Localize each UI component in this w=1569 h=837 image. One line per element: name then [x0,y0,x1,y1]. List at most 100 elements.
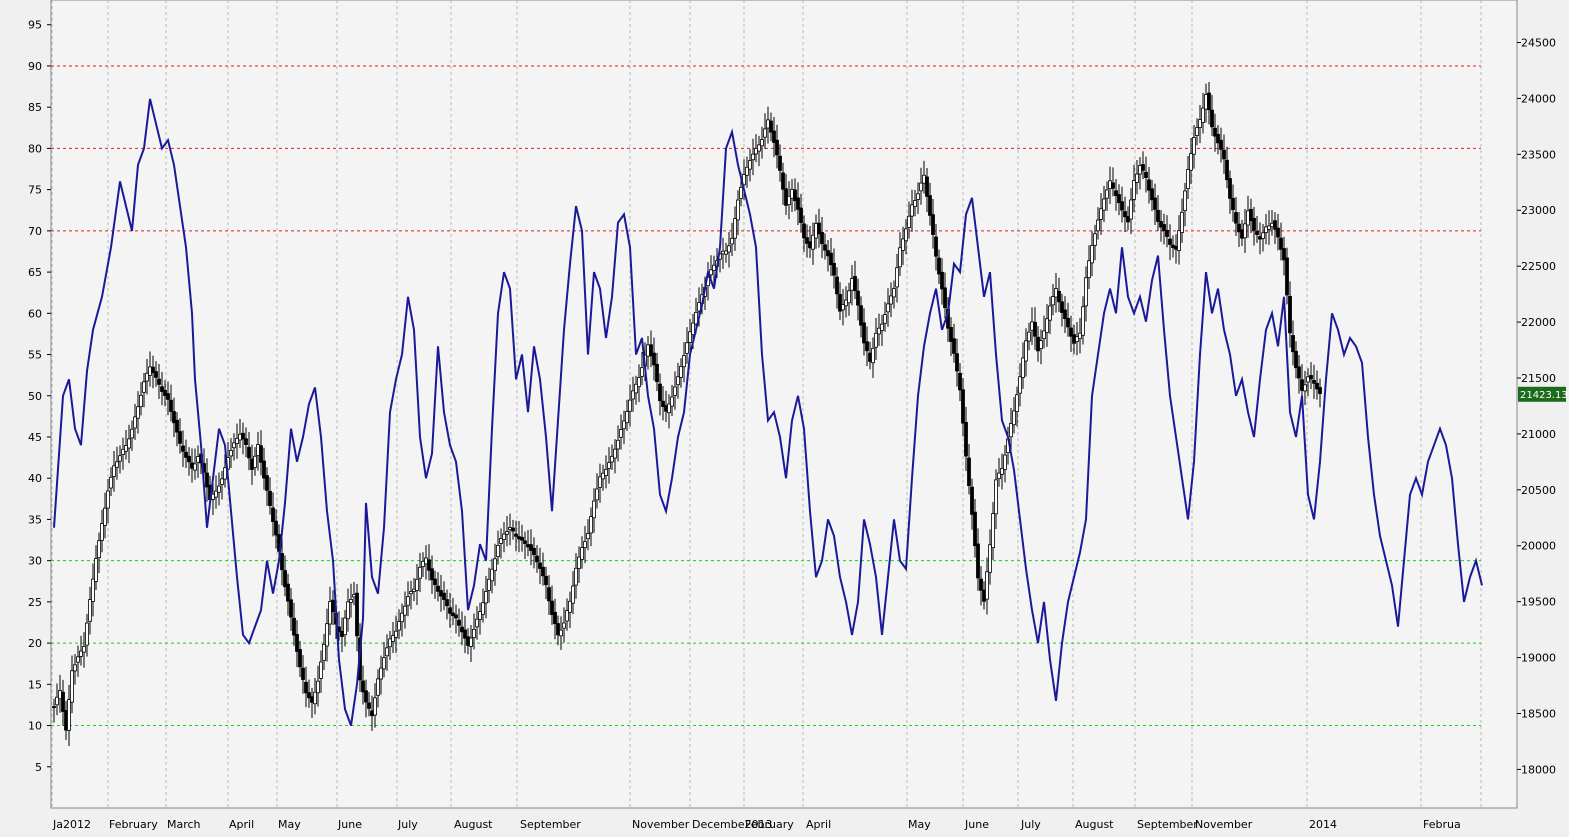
price-candle [73,664,77,672]
price-candle [898,247,902,268]
price-candle [1021,357,1025,378]
price-candle [763,128,767,138]
price-candle [331,599,335,613]
price-candle [301,667,305,680]
price-candle [673,386,677,396]
right-tick-label: 23000 [1521,204,1556,217]
price-candle [1030,321,1034,331]
price-candle [1141,164,1145,171]
price-candle [751,153,755,161]
price-candle [130,428,134,439]
price-candle [985,571,989,600]
left-tick-label: 65 [28,266,42,279]
price-candle [1075,336,1079,343]
price-candle [259,445,263,463]
price-candle [508,527,512,531]
price-candle [1288,295,1292,334]
price-candle [973,511,977,547]
price-candle [427,559,431,571]
price-candle [1279,237,1283,250]
price-candle [88,599,92,622]
price-candle [379,667,383,680]
price-candle [82,646,86,653]
price-candle [574,567,578,586]
price-candle [739,186,743,199]
price-candle [1162,224,1166,232]
price-candle [499,537,503,544]
price-candle [652,352,656,366]
price-candle [1039,340,1043,350]
right-tick-label: 18000 [1521,763,1556,776]
price-candle [547,587,551,602]
left-tick-label: 10 [28,720,42,733]
price-candle [1267,225,1271,230]
price-candle [76,656,80,663]
price-candle [1240,229,1244,239]
price-candle [883,314,887,324]
x-tick-label: August [454,818,493,831]
price-candle [1234,212,1238,224]
price-candle [205,472,209,488]
right-tick-label: 20500 [1521,484,1556,497]
price-candle [1201,107,1205,123]
price-candle [433,578,437,586]
price-candle [256,444,260,456]
price-candle [598,476,602,488]
left-tick-label: 85 [28,101,42,114]
price-candle [760,139,764,147]
price-candle [232,442,236,449]
price-candle [1246,210,1250,226]
price-candle [967,457,971,486]
price-candle [961,389,965,424]
price-candle [103,507,107,526]
right-axis: 18000 18500 19000 19500 20000 20500 21000 21500… [1517,36,1556,776]
price-candle [253,455,257,468]
price-candle [622,420,626,430]
price-candle [1189,153,1193,171]
price-candle [181,445,185,452]
price-candle [826,250,830,257]
price-candle [712,264,716,271]
price-candle [118,455,122,462]
price-candle [184,451,188,458]
price-candle [220,478,224,485]
price-candle [1228,178,1232,199]
price-candle [976,543,980,579]
price-candle [1123,211,1127,218]
price-candle [1102,198,1106,211]
right-tick-label: 19500 [1521,596,1556,609]
price-candle [1066,317,1070,328]
price-candle [436,585,440,592]
price-candle [112,465,116,477]
price-candle [1057,290,1061,303]
price-candle [526,544,530,548]
price-candle [1003,454,1007,470]
price-candle [409,591,413,595]
price-candle [544,575,548,586]
price-candle [607,462,611,469]
price-candle [865,341,869,352]
price-candle [250,458,254,470]
price-candle [151,366,155,374]
price-candle [736,199,740,221]
price-candle [451,612,455,617]
price-candle [952,338,956,354]
x-tick-label: February [745,818,794,831]
price-candle [187,455,191,463]
left-tick-label: 30 [28,555,42,568]
price-candle [412,588,416,592]
price-candle [214,490,218,498]
price-candle [475,618,479,628]
price-candle [1060,301,1064,313]
price-candle [1249,208,1253,222]
price-candle [793,189,797,202]
price-candle [601,472,605,480]
price-candle [244,438,248,445]
price-candle [811,234,815,250]
price-candle [754,148,758,155]
price-candle [535,555,539,563]
x-tick-label: February [109,818,158,831]
price-candle [280,553,284,571]
price-candle [274,520,278,536]
x-axis: Ja2012 February March April May June July Augus… [52,818,1461,831]
